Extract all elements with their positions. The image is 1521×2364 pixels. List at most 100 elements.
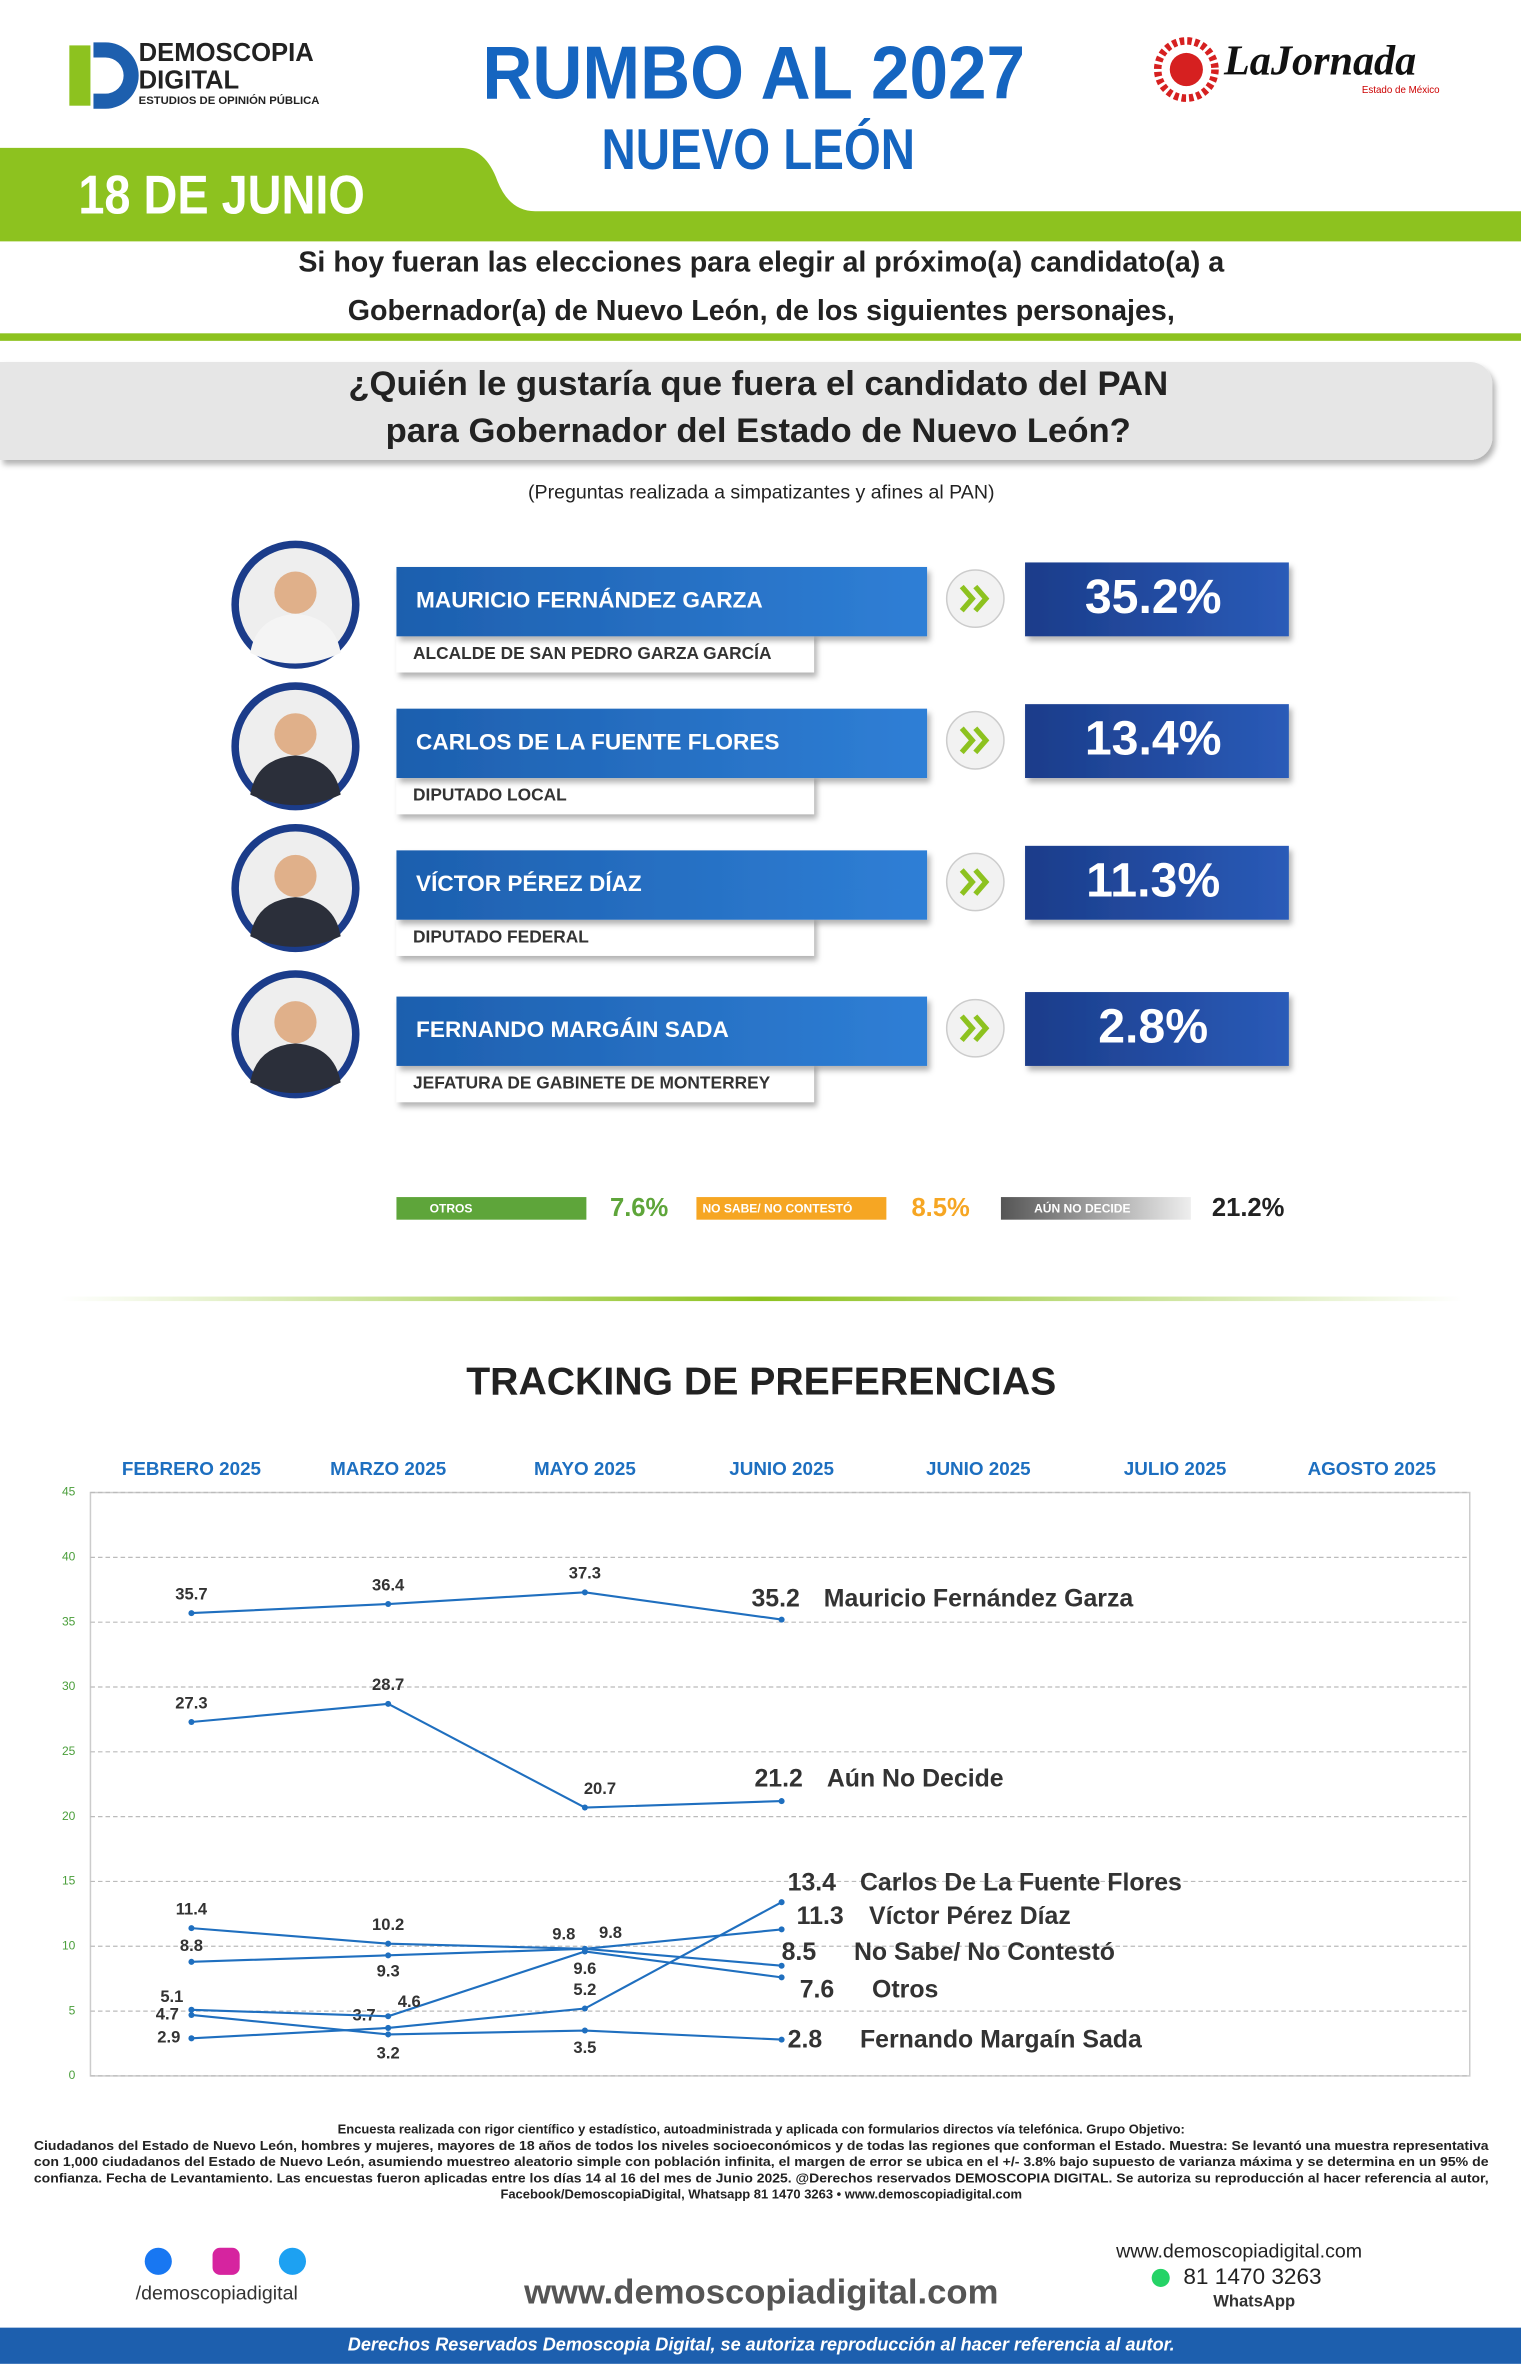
series-line xyxy=(191,1591,782,1621)
series-point xyxy=(385,2031,392,2038)
x-tick-label: MARZO 2025 xyxy=(330,1458,446,1479)
series-point xyxy=(188,1925,195,1932)
point-label: 4.6 xyxy=(398,1992,421,2011)
candidate-role: DIPUTADO FEDERAL xyxy=(413,926,589,946)
percent-box xyxy=(1025,562,1289,637)
point-label: 9.3 xyxy=(377,1961,400,1980)
arrow-chevrons xyxy=(959,726,990,755)
series-point xyxy=(385,1700,392,1707)
question-line: ¿Quién le gustaría que fuera el candidat… xyxy=(348,365,1168,403)
series-point xyxy=(188,2006,195,2013)
candidate-name: CARLOS DE LA FUENTE FLORES xyxy=(416,729,779,754)
y-tick-label: 20 xyxy=(62,1809,76,1823)
series-name: No Sabe/ No Contestó xyxy=(854,1938,1115,1966)
series-point xyxy=(581,1804,588,1811)
other-bar xyxy=(396,1197,587,1220)
photo-body xyxy=(250,1043,341,1094)
series-line xyxy=(191,1928,782,1963)
y-tick-label: 0 xyxy=(69,2068,76,2082)
photo-body xyxy=(250,613,341,664)
partner-logo xyxy=(1153,37,1219,102)
footnote-line: Encuesta realizada con rigor científico … xyxy=(338,2122,1185,2137)
point-label: 5.1 xyxy=(160,1987,183,2006)
other-percent: 7.6% xyxy=(610,1194,669,1222)
x-tick-label: JULIO 2025 xyxy=(1124,1458,1227,1479)
point-label: 37.3 xyxy=(569,1564,601,1583)
partner-sub: Estado de México xyxy=(1362,85,1440,96)
role-box xyxy=(396,774,815,815)
series-line xyxy=(191,1702,782,1809)
y-tick-label: 25 xyxy=(62,1744,76,1758)
social-icons xyxy=(144,2247,307,2275)
footnote-line: con 1,000 ciudadanos del Estado de Nuevo… xyxy=(34,2154,1489,2169)
candidate-role: DIPUTADO LOCAL xyxy=(413,785,567,805)
name-bar xyxy=(396,850,928,920)
name-bar xyxy=(396,996,928,1066)
point-label: 9.8 xyxy=(599,1923,622,1942)
end-value: 7.6 xyxy=(800,1976,835,2004)
series-point xyxy=(778,1798,785,1805)
title: RUMBO AL 2027 xyxy=(482,30,1025,114)
arrow-chevrons xyxy=(959,1014,990,1043)
series-point xyxy=(581,1948,588,1955)
partner: LaJornada xyxy=(1223,38,1416,85)
candidate-name: VÍCTOR PÉREZ DÍAZ xyxy=(416,871,642,896)
series-point xyxy=(778,1926,785,1933)
date-band xyxy=(0,147,1521,242)
y-tick-label: 35 xyxy=(62,1614,76,1628)
series-point xyxy=(188,2011,195,2018)
photo-body xyxy=(250,755,341,806)
photo-body xyxy=(250,897,341,947)
series-point xyxy=(188,2035,195,2042)
percent-box xyxy=(1025,845,1289,920)
photo-head xyxy=(274,571,317,614)
candidate-name: MAURICIO FERNÁNDEZ GARZA xyxy=(416,588,763,613)
percent-box xyxy=(1025,992,1289,1066)
series-line xyxy=(191,1927,782,1967)
series-point xyxy=(778,2036,785,2043)
point-label: 3.5 xyxy=(573,2038,596,2057)
series-point xyxy=(385,1940,392,1947)
y-tick-label: 15 xyxy=(62,1874,76,1888)
point-label: 9.8 xyxy=(552,1925,575,1944)
other-label: NO SABE/ NO CONTESTÓ xyxy=(702,1200,852,1215)
series-point xyxy=(778,1616,785,1623)
candidate-percent: 35.2% xyxy=(1085,570,1222,624)
intro-line: Si hoy fueran las elecciones para elegir… xyxy=(298,247,1225,279)
point-label: 8.8 xyxy=(180,1936,203,1955)
series-name: Víctor Pérez Díaz xyxy=(869,1902,1071,1930)
y-tick-label: 40 xyxy=(62,1550,76,1564)
series-line xyxy=(191,1950,782,2018)
candidate-role: ALCALDE DE SAN PEDRO GARZA GARCÍA xyxy=(413,643,772,663)
point-label: 5.2 xyxy=(573,1980,596,1999)
whatsapp: WhatsApp xyxy=(1213,2291,1295,2310)
chart-title: TRACKING DE PREFERENCIAS xyxy=(466,1360,1056,1403)
end-value: 8.5 xyxy=(782,1938,817,1966)
arrow-chevrons xyxy=(959,584,990,613)
phone: 81 1470 3263 xyxy=(1183,2264,1321,2289)
point-label: 28.7 xyxy=(372,1675,404,1694)
end-value: 11.3 xyxy=(797,1902,844,1930)
series-name: Fernando Margaín Sada xyxy=(860,2026,1142,2054)
end-value: 21.2 xyxy=(754,1765,802,1793)
series-point xyxy=(188,1718,195,1726)
end-value: 35.2 xyxy=(751,1585,799,1613)
y-tick-label: 30 xyxy=(62,1679,76,1693)
divider xyxy=(60,1296,1463,1302)
candidate-role: JEFATURA DE GABINETE DE MONTERREY xyxy=(413,1073,771,1093)
brand2: DIGITAL xyxy=(139,66,240,94)
photo-head xyxy=(274,1001,317,1044)
series-point xyxy=(385,2024,392,2031)
tagline: ESTUDIOS DE OPINIÓN PÚBLICA xyxy=(139,94,320,107)
point-label: 20.7 xyxy=(584,1779,616,1798)
series-name: Otros xyxy=(872,1976,938,2004)
y-tick-label: 45 xyxy=(62,1485,76,1499)
series-name: Aún No Decide xyxy=(827,1765,1004,1793)
series-point xyxy=(385,1601,392,1608)
end-value: 2.8 xyxy=(788,2026,823,2054)
series-point xyxy=(385,1952,392,1959)
series-point xyxy=(581,2027,588,2034)
point-label: 11.4 xyxy=(176,1899,208,1918)
divider xyxy=(0,333,1521,341)
